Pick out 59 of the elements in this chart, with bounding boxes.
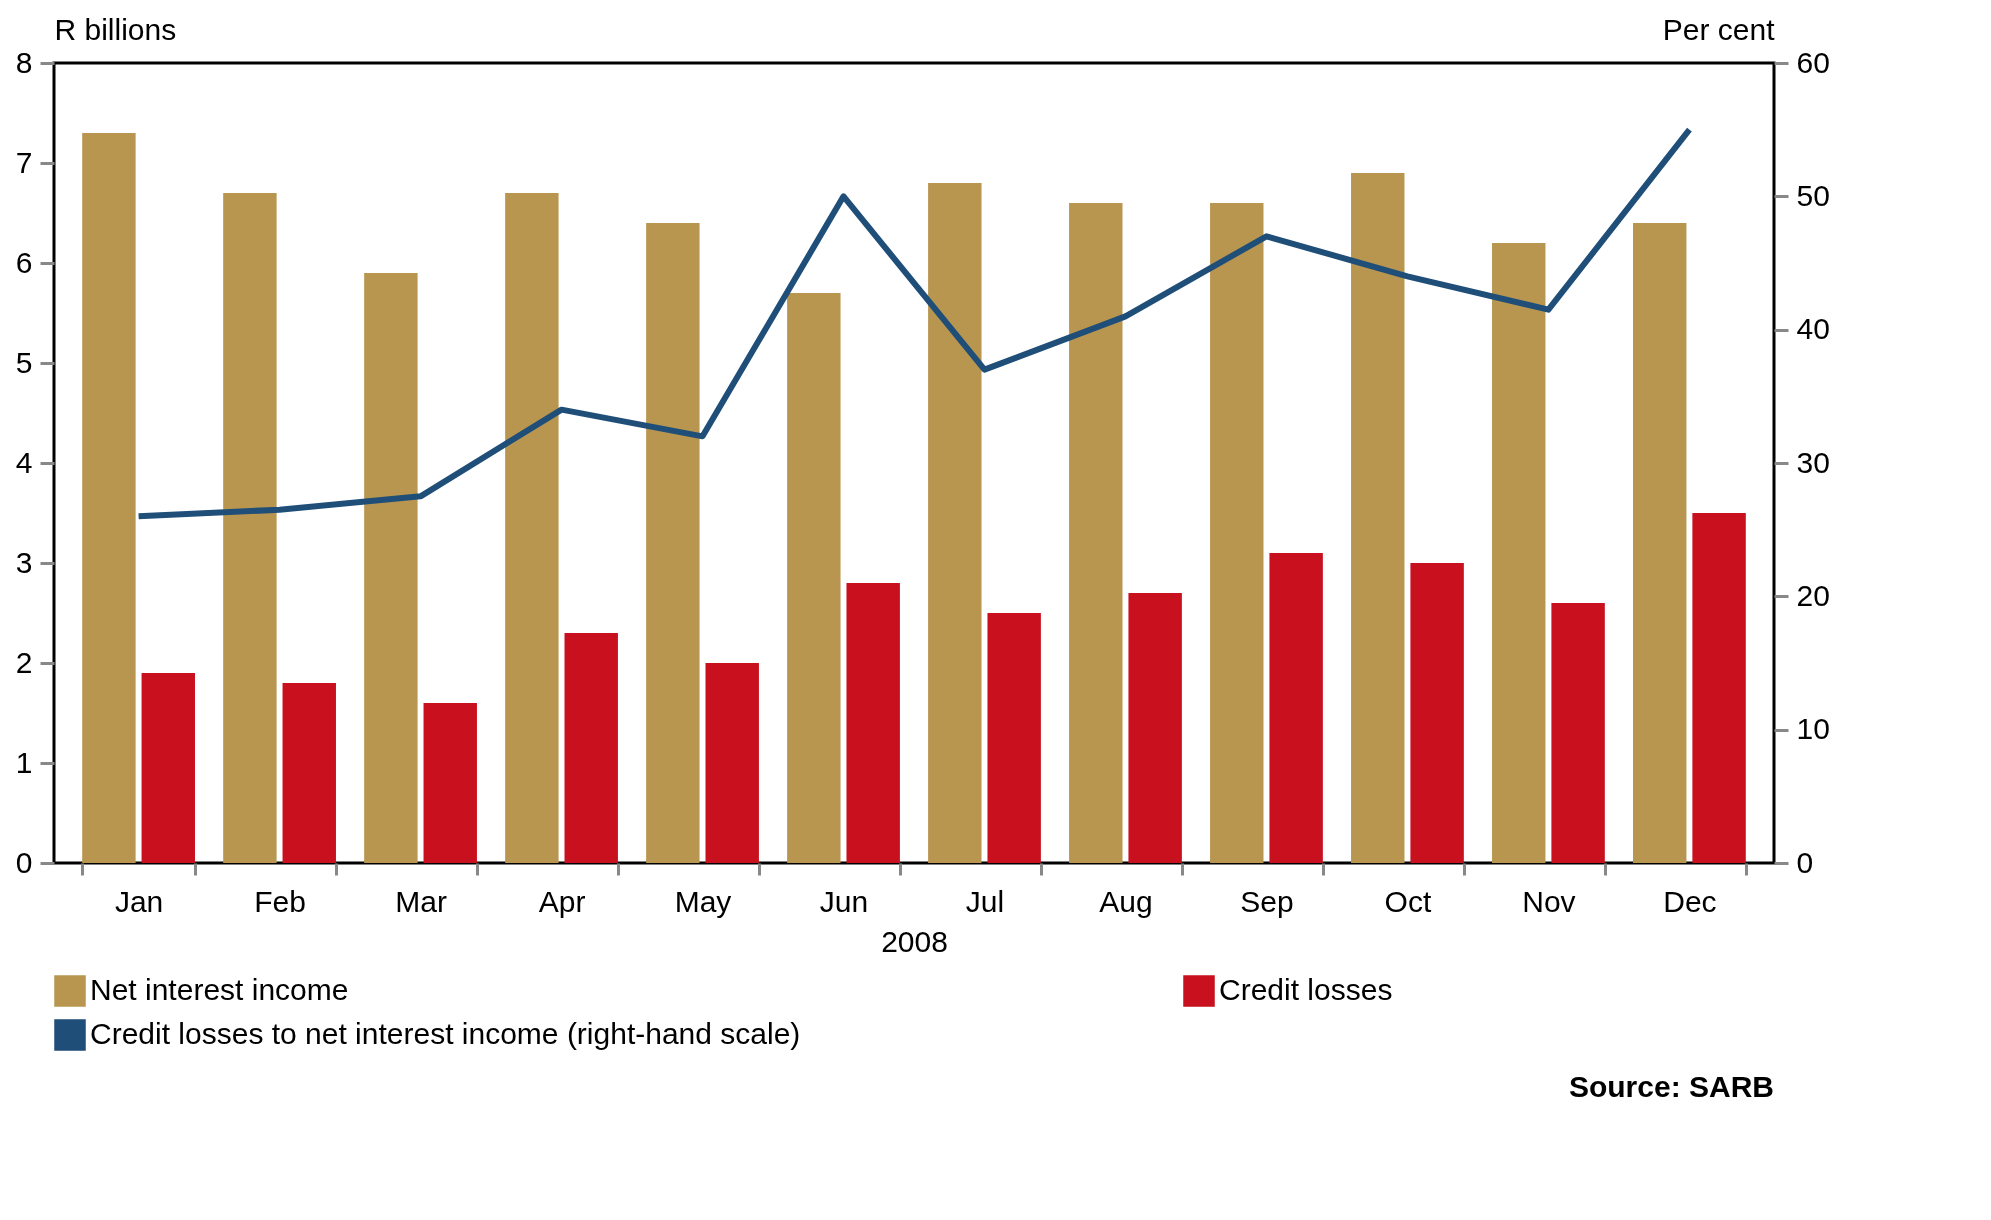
x-tick-label: Oct <box>1384 884 1432 918</box>
x-tick-label: Nov <box>1522 884 1576 918</box>
x-tick-label: Sep <box>1240 884 1294 918</box>
y2-tick-label: 30 <box>1796 445 1830 479</box>
x-tick-label: Dec <box>1663 884 1717 918</box>
bar <box>564 633 618 863</box>
y2-tick-label: 40 <box>1796 312 1830 346</box>
bar <box>1410 563 1464 863</box>
bar <box>987 613 1041 863</box>
legend-label: Credit losses to net interest income (right-hand scale) <box>90 1017 801 1050</box>
bar <box>1128 593 1182 863</box>
y-tick-label: 1 <box>15 745 33 779</box>
y-tick-label: 3 <box>15 545 33 579</box>
bar <box>646 223 700 863</box>
bar <box>787 293 841 863</box>
y2-tick-label: 0 <box>1796 845 1814 879</box>
y-axis-title: R billions <box>54 12 177 46</box>
x-tick-label: Jan <box>114 884 164 918</box>
bar <box>1692 513 1746 863</box>
bar <box>846 583 900 863</box>
bar <box>1492 243 1546 863</box>
bar <box>705 663 759 863</box>
y-tick-label: 5 <box>15 345 33 379</box>
x-tick-label: Jul <box>965 884 1005 918</box>
bar <box>364 273 418 863</box>
y-tick-label: 2 <box>15 645 33 679</box>
y2-axis-title: Per cent <box>1662 12 1776 46</box>
y-tick-label: 8 <box>15 45 33 79</box>
bar <box>1069 203 1123 863</box>
y2-tick-label: 50 <box>1796 178 1830 212</box>
y-tick-label: 0 <box>15 845 33 879</box>
y-tick-label: 7 <box>15 145 33 179</box>
y2-tick-label: 60 <box>1796 45 1830 79</box>
legend-label: Credit losses <box>1219 973 1393 1006</box>
x-tick-label: Aug <box>1099 884 1153 918</box>
bar <box>505 193 559 863</box>
bar <box>928 183 982 863</box>
bar <box>423 703 477 863</box>
legend-label: Net interest income <box>90 973 349 1006</box>
y-tick-label: 6 <box>15 245 33 279</box>
x-axis-title: 2008 <box>881 924 948 958</box>
bar <box>1210 203 1264 863</box>
x-tick-label: Mar <box>395 884 447 918</box>
bar <box>1633 223 1687 863</box>
bar <box>1351 173 1405 863</box>
x-tick-label: May <box>674 884 732 918</box>
y-tick-label: 4 <box>15 445 33 479</box>
bar <box>1551 603 1605 863</box>
bar <box>82 133 136 863</box>
bar <box>282 683 336 863</box>
x-tick-label: Apr <box>538 884 586 918</box>
y2-tick-label: 20 <box>1796 578 1830 612</box>
x-tick-label: Feb <box>254 884 306 918</box>
bar <box>141 673 195 863</box>
x-tick-label: Jun <box>819 884 869 918</box>
bar <box>1269 553 1323 863</box>
y2-tick-label: 10 <box>1796 712 1830 746</box>
bar <box>223 193 277 863</box>
source-note: Source: SARB <box>1568 1070 1774 1103</box>
